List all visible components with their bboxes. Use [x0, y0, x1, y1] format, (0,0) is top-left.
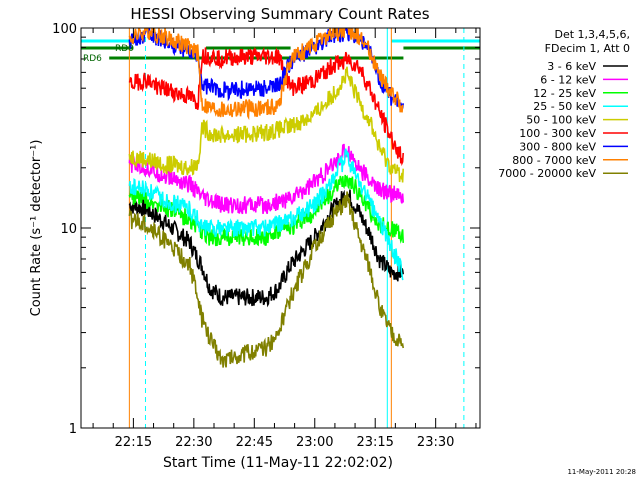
y-axis-label: Count Rate (s⁻¹ detector⁻¹): [29, 140, 44, 317]
legend-label: 7000 - 20000 keV: [498, 167, 596, 180]
legend-label: 300 - 800 keV: [519, 140, 596, 153]
series-line: [128, 46, 404, 167]
series-line: [128, 148, 404, 281]
series-line: [128, 143, 404, 215]
legend-header-line-2: FDecim 1, Att 0: [545, 42, 630, 55]
series-line: [128, 189, 404, 308]
x-tick-label: 23:15: [356, 435, 393, 450]
y-tick-label: 100: [52, 22, 77, 37]
legend-label: 50 - 100 keV: [526, 114, 596, 127]
chart-title: HESSI Observing Summary Count Rates: [130, 5, 429, 23]
series-line: [128, 191, 404, 368]
series-line: [128, 66, 404, 183]
x-tick-label: 23:30: [417, 435, 454, 450]
x-tick-label: 22:30: [175, 435, 212, 450]
x-tick-label: 22:15: [115, 435, 152, 450]
series-line: [128, 28, 404, 121]
legend-label: 800 - 7000 keV: [512, 154, 596, 167]
flag-label-rd6: RD6: [83, 54, 102, 64]
x-tick-label: 23:00: [296, 435, 333, 450]
timestamp: 11-May-2011 20:28: [567, 468, 636, 476]
x-tick-label: 22:45: [236, 435, 273, 450]
y-tick-label: 10: [60, 222, 77, 237]
x-axis-label: Start Time (11-May-11 22:02:02): [163, 455, 393, 471]
legend-label: 25 - 50 keV: [533, 100, 596, 113]
y-tick-label: 1: [69, 422, 77, 437]
legend-label: 6 - 12 keV: [540, 73, 596, 86]
legend-header-line-1: Det 1,3,4,5,6,: [554, 28, 630, 41]
legend-label: 3 - 6 keV: [547, 60, 596, 73]
legend-label: 100 - 300 keV: [519, 127, 596, 140]
flag-label-rd0: RD0: [115, 44, 134, 54]
legend-label: 12 - 25 keV: [533, 87, 596, 100]
